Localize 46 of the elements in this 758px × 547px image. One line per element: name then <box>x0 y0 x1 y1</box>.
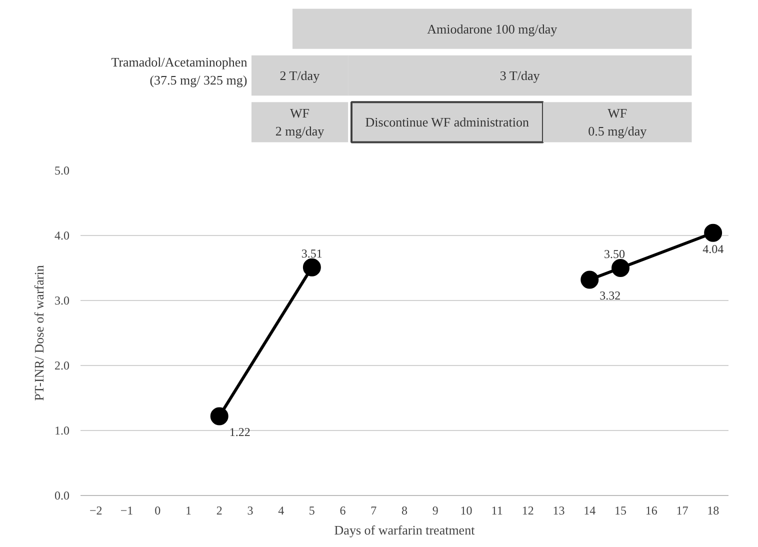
x-tick-label: 7 <box>370 504 377 518</box>
x-tick-label: 18 <box>707 504 720 518</box>
x-tick-label: 17 <box>676 504 688 518</box>
y-axis-title: PT-INR/ Dose of warfarin <box>32 264 46 401</box>
x-tick-label: 10 <box>460 504 472 518</box>
x-tick-label: 3 <box>247 504 254 518</box>
data-label: 4.04 <box>702 242 724 256</box>
x-tick-label: 14 <box>584 504 596 518</box>
data-label: 3.50 <box>604 247 625 261</box>
point <box>704 224 722 242</box>
text: WF 2 mg/day <box>275 106 325 139</box>
point <box>210 407 228 426</box>
text: 3 T/day <box>500 68 540 83</box>
text: Tramadol/Acetaminophen (37.5 mg/ 325 mg) <box>111 54 248 88</box>
x-tick-label: 13 <box>552 504 565 518</box>
x-tick-label: 16 <box>645 504 658 518</box>
point <box>580 270 599 289</box>
x-tick-label: 5 <box>308 504 315 518</box>
text: 2 T/day <box>280 68 320 83</box>
x-axis-title: Days of warfarin treatment <box>334 522 476 538</box>
x-tick-label: −2 <box>90 504 102 518</box>
x-tick-label: 9 <box>432 504 438 518</box>
x-tick-label: 2 <box>216 504 222 518</box>
y-tick-label: 0.0 <box>54 488 70 502</box>
data-label: 3.32 <box>600 288 621 303</box>
data-label: 1.22 <box>229 425 250 440</box>
point <box>612 259 630 277</box>
x-tick-label: 4 <box>278 504 284 518</box>
text: Discontinue WF administration <box>365 114 530 130</box>
x-tick-label: 8 <box>402 504 408 518</box>
x-tick-label: 15 <box>614 504 626 518</box>
x-tick-label: 1 <box>186 504 192 518</box>
y-tick-label: 2.0 <box>54 358 70 372</box>
x-tick-label: 6 <box>340 504 346 518</box>
y-tick-label: 3.0 <box>54 294 70 308</box>
data-label: 3.51 <box>301 246 322 260</box>
x-tick-label: −1 <box>120 504 134 518</box>
text: WF 0.5 mg/day <box>588 106 648 139</box>
x-tick-label: 12 <box>522 504 534 518</box>
point <box>302 258 321 276</box>
y-tick-label: 5.0 <box>54 164 70 178</box>
y-tick-label: 1.0 <box>54 424 70 438</box>
text: Amiodarone 100 mg/day <box>427 21 558 36</box>
x-tick-label: 11 <box>491 504 503 518</box>
x-tick-label: 0 <box>154 504 161 518</box>
y-tick-label: 4.0 <box>54 228 70 242</box>
